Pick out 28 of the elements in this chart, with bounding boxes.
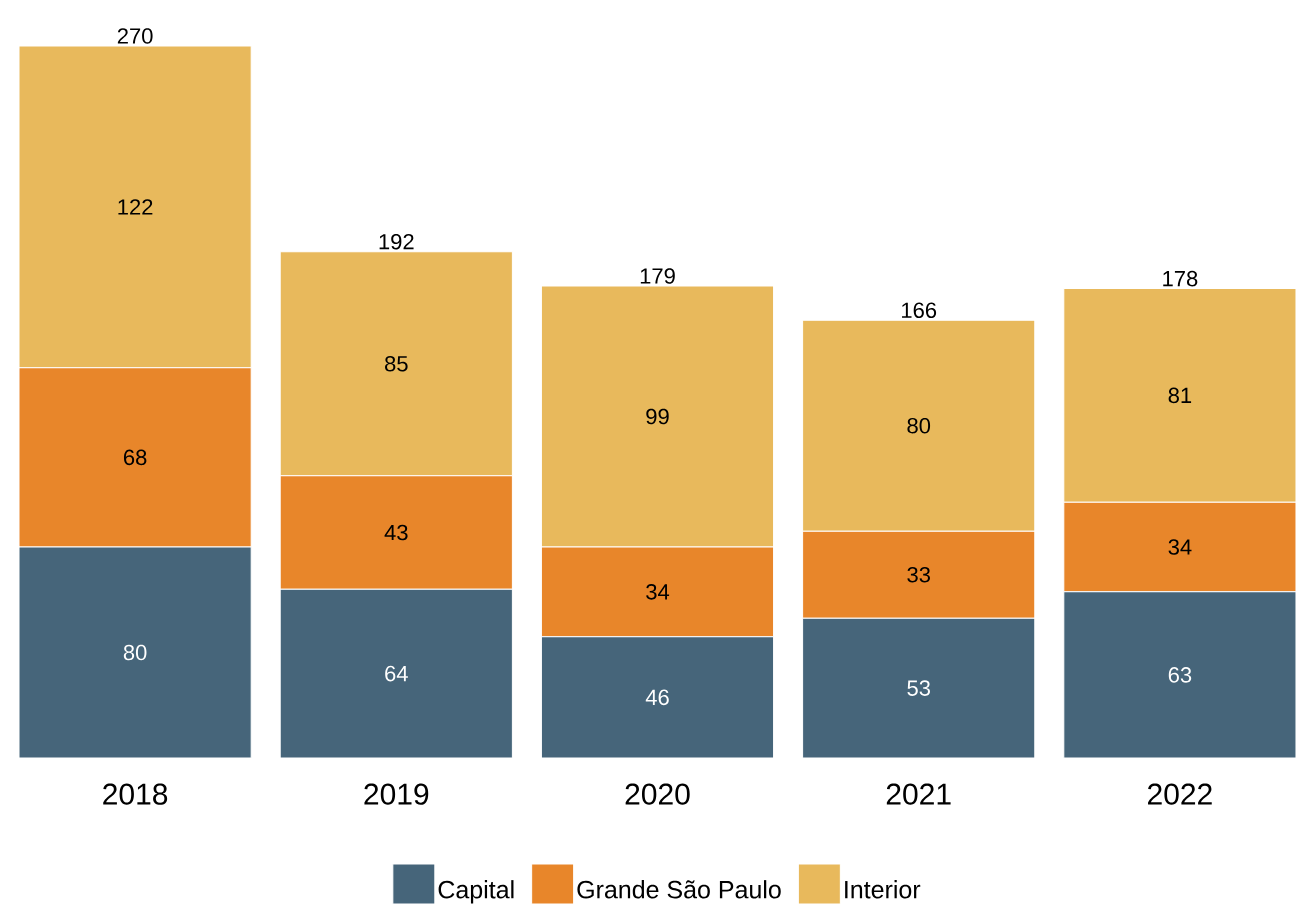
legend-label: Grande São Paulo xyxy=(577,880,781,899)
x-tick-label: 2022 xyxy=(1148,783,1212,805)
x-tick-label: 2018 xyxy=(103,783,168,805)
total-label: 192 xyxy=(379,233,414,250)
data-label: 80 xyxy=(123,644,147,661)
data-label: 33 xyxy=(907,566,930,583)
total-label: 270 xyxy=(117,28,153,44)
total-label: 179 xyxy=(640,268,675,284)
data-label: 64 xyxy=(385,665,408,682)
total-label: 178 xyxy=(1163,270,1198,287)
data-label: 80 xyxy=(907,417,931,434)
data-label: 122 xyxy=(118,199,153,215)
data-label: 68 xyxy=(123,449,147,466)
data-label: 63 xyxy=(1168,667,1192,683)
data-label: 99 xyxy=(646,408,669,425)
data-label: 85 xyxy=(385,355,408,372)
data-label: 43 xyxy=(384,524,408,541)
data-label: 81 xyxy=(1168,387,1192,404)
data-label: 34 xyxy=(1168,539,1192,555)
x-tick-label: 2021 xyxy=(886,783,951,805)
legend-label: Capital xyxy=(438,880,514,904)
data-label: 34 xyxy=(646,584,670,600)
total-label: 166 xyxy=(902,302,937,319)
data-label: 53 xyxy=(907,680,930,696)
legend-label: Interior xyxy=(845,880,921,899)
x-tick-label: 2020 xyxy=(625,783,690,805)
data-label: 46 xyxy=(645,689,669,706)
x-tick-label: 2019 xyxy=(364,783,429,805)
